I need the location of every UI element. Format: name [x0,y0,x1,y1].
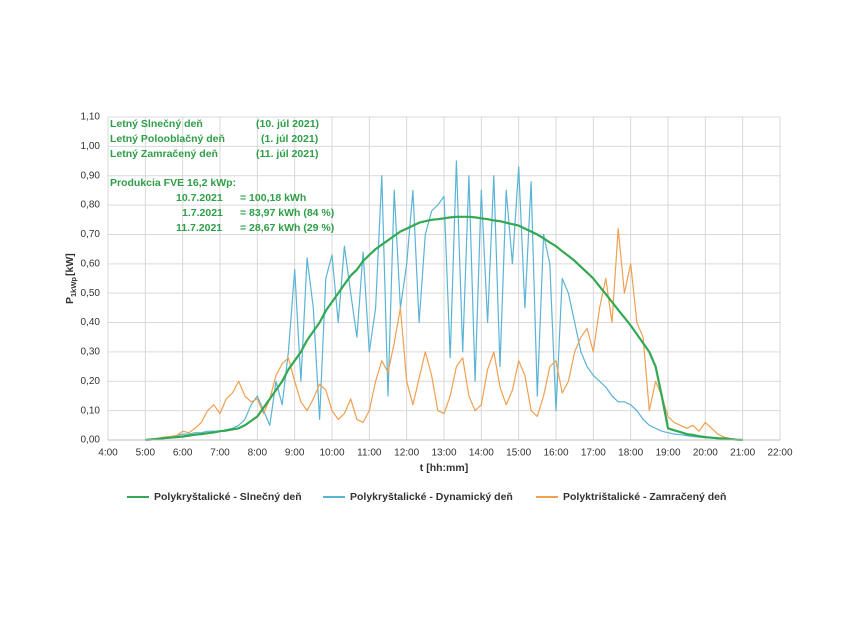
x-tick-label: 13:00 [431,448,456,459]
x-tick-label: 9:00 [285,448,305,459]
annotation: (11. júl 2021) [256,148,318,160]
x-tick-label: 14:00 [469,448,494,459]
x-tick-label: 5:00 [136,448,156,459]
x-tick-label: 18:00 [618,448,643,459]
annotation: = 83,97 kWh (84 %) [240,207,334,219]
y-tick-label: 0,30 [81,347,101,358]
series-layer [145,160,743,442]
x-tick-label: 10:00 [319,448,344,459]
grid-layer [107,116,781,441]
annotation: 10.7.2021 [176,192,223,204]
annotation: 1.7.2021 [182,207,223,219]
x-tick-label: 22:00 [767,448,792,459]
x-tick-label: 4:00 [98,448,118,459]
y-axis-title-sub: 1kWp [69,277,78,297]
series-line [145,228,743,441]
x-tick-label: 7:00 [210,448,230,459]
y-tick-label: 1,10 [81,112,101,123]
annotation: Letný Polooblačný deň [110,133,225,145]
y-tick-label: 0,00 [81,435,101,446]
x-tick-label: 15:00 [506,448,531,459]
legend-label: Polykryštalické - Slnečný deň [154,491,302,503]
annotation: (1. júl 2021) [261,133,318,145]
annotation: Letný Zamračený deň [110,148,218,160]
x-tick-label: 19:00 [655,448,680,459]
x-tick-label: 6:00 [173,448,193,459]
x-axis-title: t [hh:mm] [420,462,468,474]
x-tick-label: 21:00 [730,448,755,459]
x-tick-label: 8:00 [248,448,268,459]
y-tick-label: 0,40 [81,317,101,328]
y-tick-label: 0,50 [81,288,101,299]
series-line [145,160,743,441]
legend-label: Polyktrištalické - Zamračený deň [563,491,726,503]
annotation: 11.7.2021 [176,222,222,234]
x-tick-label: 20:00 [693,448,718,459]
y-tick-label: 0,60 [81,258,101,269]
y-tick-label: 0,90 [81,170,101,181]
y-tick-label: 1,00 [81,141,101,152]
y-tick-label: 0,70 [81,229,101,240]
annotation: (10. júl 2021) [256,118,319,130]
annotation: Letný Slnečný deň [110,118,203,130]
x-tick-label: 11:00 [357,448,382,459]
y-tick-label: 0,10 [81,405,101,416]
y-tick-label: 0,80 [81,200,101,211]
x-tick-label: 17:00 [581,448,606,459]
annotation: Produkcia FVE 16,2 kWp: [110,177,236,189]
legend-label: Polykryštalické - Dynamický deň [350,491,513,503]
y-axis-title-unit: [kW] [64,253,76,276]
y-tick-label: 0,20 [81,376,101,387]
y-axis-title: P 1kWp [kW] [64,253,78,304]
annotation: = 100,18 kWh [240,192,306,204]
y-axis-title-main: P [64,297,76,304]
x-tick-label: 12:00 [394,448,419,459]
annotation: = 28,67 kWh (29 %) [240,222,334,234]
series-line [145,215,743,442]
x-tick-label: 16:00 [543,448,568,459]
